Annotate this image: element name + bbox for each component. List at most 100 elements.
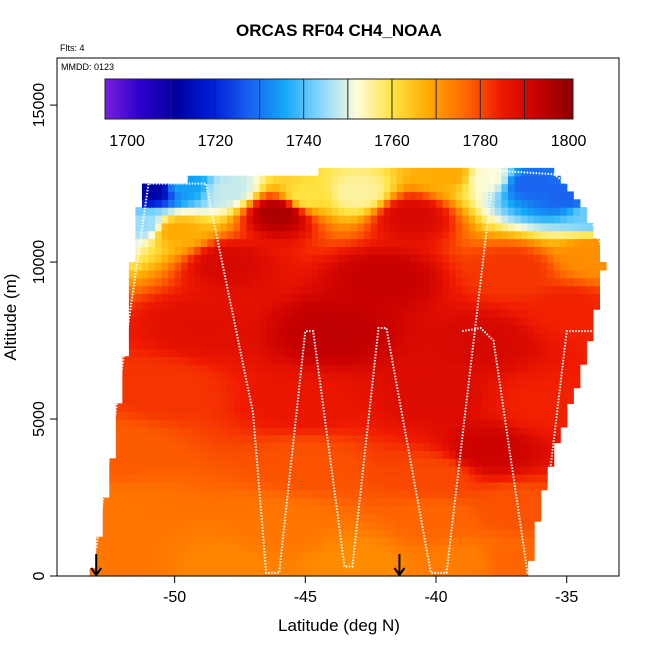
heatmap-cell (377, 426, 385, 436)
heatmap-cell (311, 473, 319, 483)
heatmap-cell (239, 536, 248, 546)
heatmap-cell (566, 387, 574, 397)
heatmap-cell (436, 238, 444, 247)
heatmap-cell (239, 521, 248, 530)
colorbar-tick-label: 1780 (462, 133, 498, 150)
heatmap-cell (527, 552, 535, 561)
heatmap-cell (259, 426, 267, 436)
heatmap-cell (383, 419, 391, 428)
heatmap-cell (226, 379, 235, 389)
heatmap-cell (272, 348, 280, 357)
heatmap-cell (135, 238, 143, 247)
heatmap-cell (534, 183, 542, 193)
heatmap-cell (553, 277, 561, 287)
colorbar-swatch (214, 79, 219, 119)
heatmap-cell (128, 411, 137, 420)
heatmap-cell (259, 230, 267, 240)
heatmap-cell (272, 183, 280, 193)
heatmap-cell (102, 536, 110, 546)
heatmap-cell (148, 301, 156, 310)
heatmap-cell (357, 254, 365, 263)
heatmap-cell (442, 411, 450, 420)
heatmap-cell (560, 262, 568, 271)
heatmap-cell (259, 403, 267, 412)
heatmap-cell (481, 489, 489, 499)
heatmap-cell (331, 238, 339, 247)
heatmap-cell (409, 544, 418, 554)
heatmap-cell (488, 293, 496, 302)
heatmap-cell (168, 371, 176, 381)
heatmap-cell (442, 442, 450, 452)
heatmap-cell (351, 481, 359, 491)
heatmap-cell (488, 175, 496, 185)
heatmap-cell (592, 262, 600, 271)
heatmap-cell (455, 379, 463, 389)
heatmap-cell (475, 371, 483, 381)
heatmap-cell (390, 387, 398, 397)
heatmap-cell (527, 387, 535, 397)
heatmap-cell (174, 309, 182, 318)
heatmap-cell (266, 183, 274, 193)
heatmap-cell (187, 317, 195, 326)
heatmap-cell (527, 324, 535, 334)
heatmap-cell (298, 324, 306, 334)
heatmap-cell (344, 521, 352, 530)
heatmap-cell (396, 348, 404, 357)
heatmap-cell (540, 434, 548, 444)
heatmap-cell (507, 222, 516, 232)
heatmap-cell (377, 214, 385, 224)
heatmap-cell (161, 489, 169, 499)
heatmap-cell (318, 340, 326, 349)
heatmap-cell (213, 473, 221, 483)
heatmap-cell (174, 262, 182, 271)
heatmap-cell (573, 348, 581, 357)
heatmap-cell (488, 568, 496, 577)
heatmap-cell (494, 183, 502, 193)
heatmap-cell (488, 222, 496, 232)
heatmap-cell (514, 513, 522, 522)
heatmap-cell (429, 301, 437, 310)
heatmap-cell (455, 214, 463, 224)
heatmap-cell (449, 528, 457, 538)
heatmap-cell (115, 521, 123, 530)
heatmap-cell (573, 262, 581, 271)
heatmap-cell (403, 191, 411, 200)
y-tick-label: 5000 (31, 401, 48, 437)
heatmap-cell (311, 560, 319, 569)
heatmap-cell (351, 199, 359, 208)
colorbar-tick-label: 1720 (198, 133, 234, 150)
heatmap-cell (403, 481, 411, 491)
heatmap-cell (174, 450, 182, 459)
heatmap-cell (141, 293, 150, 302)
heatmap-cell (540, 426, 548, 436)
heatmap-cell (462, 175, 470, 185)
heatmap-cell (416, 473, 424, 483)
heatmap-cell (390, 379, 398, 389)
heatmap-cell (155, 568, 163, 577)
heatmap-cell (207, 340, 215, 349)
heatmap-cell (115, 473, 123, 483)
heatmap-cell (449, 489, 457, 499)
heatmap-cell (547, 199, 555, 208)
colorbar-swatch (545, 79, 551, 119)
heatmap-cell (501, 403, 509, 412)
heatmap-cell (239, 191, 248, 200)
heatmap-cell (207, 411, 215, 420)
heatmap-cell (527, 191, 535, 200)
colorbar-swatch (222, 79, 227, 119)
heatmap-cell (383, 238, 391, 247)
heatmap-cell (155, 364, 163, 373)
heatmap-cell (331, 528, 339, 538)
heatmap-cell (351, 277, 359, 287)
colorbar-swatch (288, 79, 293, 119)
heatmap-cell (226, 505, 235, 514)
heatmap-cell (305, 262, 313, 271)
heatmap-cell (207, 262, 215, 271)
heatmap-cell (200, 379, 208, 389)
heatmap-cell (501, 395, 509, 404)
heatmap-cell (547, 340, 555, 349)
heatmap-cell (324, 560, 333, 569)
heatmap-cell (540, 466, 548, 475)
heatmap-cell (331, 379, 339, 389)
heatmap-cell (187, 560, 195, 569)
